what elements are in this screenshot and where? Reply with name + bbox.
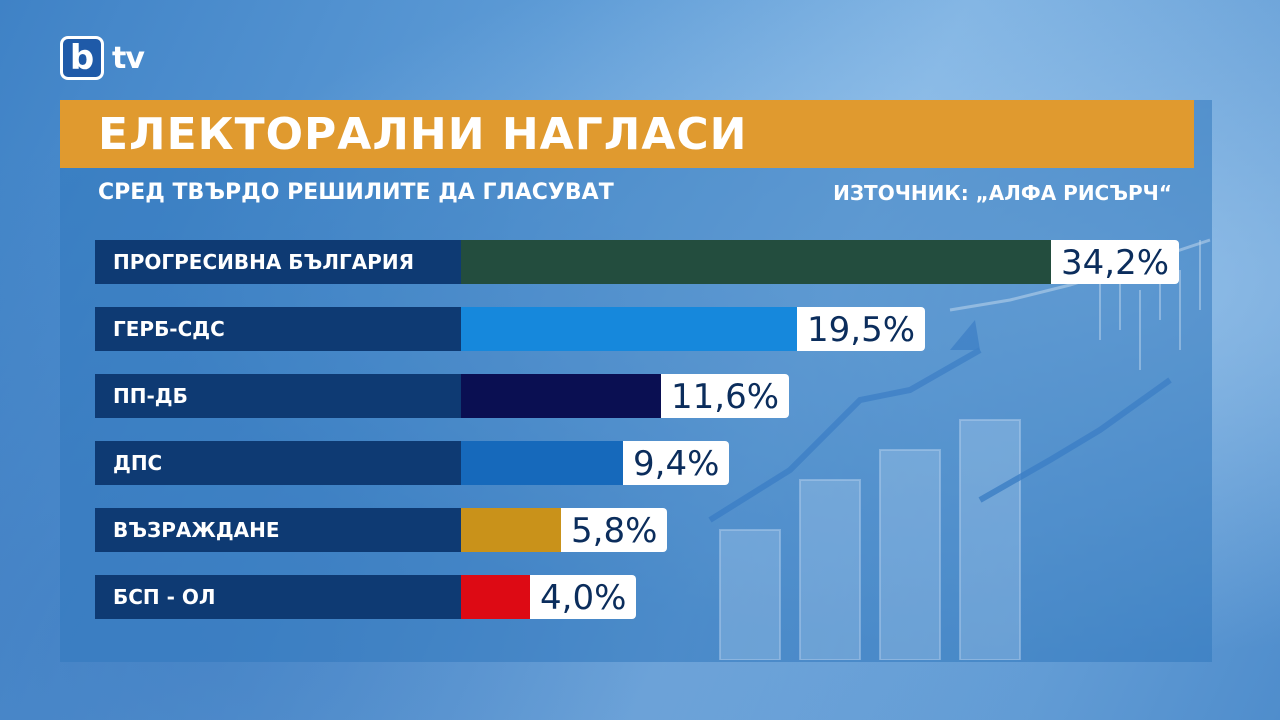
bar-category-label: ВЪЗРАЖДАНЕ: [95, 508, 461, 552]
bar-row: ПРОГРЕСИВНА БЪЛГАРИЯ 34,2%: [95, 240, 1186, 284]
bar-row: ВЪЗРАЖДАНЕ 5,8%: [95, 508, 1186, 552]
bar: [461, 374, 661, 418]
bar: [461, 508, 561, 552]
btv-logo-tv: tv: [112, 40, 145, 76]
bar-value-label: 5,8%: [561, 508, 668, 552]
btv-logo-b: b: [60, 36, 104, 80]
bar-value-label: 9,4%: [623, 441, 730, 485]
bar: [461, 240, 1051, 284]
bar-value-label: 11,6%: [661, 374, 790, 418]
bar-row: БСП - ОЛ 4,0%: [95, 575, 1186, 619]
bar-row: ПП-ДБ 11,6%: [95, 374, 1186, 418]
chart-subtitle: СРЕД ТВЪРДО РЕШИЛИТЕ ДА ГЛАСУВАТ: [98, 180, 614, 205]
bar: [461, 575, 530, 619]
bar-category-label: ГЕРБ-СДС: [95, 307, 461, 351]
bar-value-label: 34,2%: [1051, 240, 1180, 284]
bar-value-label: 19,5%: [797, 307, 926, 351]
btv-logo: b tv: [60, 36, 145, 80]
bar: [461, 441, 623, 485]
bar-category-label: ДПС: [95, 441, 461, 485]
decorative-growth-chart-graphic: [708, 238, 1211, 660]
title-bar: [60, 100, 1194, 168]
bar-row: ДПС 9,4%: [95, 441, 1186, 485]
bar-category-label: ПРОГРЕСИВНА БЪЛГАРИЯ: [95, 240, 461, 284]
source-label: ИЗТОЧНИК: „АЛФА РИСЪРЧ“: [833, 181, 1172, 205]
chart-title: ЕЛЕКТОРАЛНИ НАГЛАСИ: [98, 109, 748, 160]
bar-value-label: 4,0%: [530, 575, 637, 619]
bar-category-label: БСП - ОЛ: [95, 575, 461, 619]
bar-category-label: ПП-ДБ: [95, 374, 461, 418]
bar: [461, 307, 797, 351]
bar-row: ГЕРБ-СДС 19,5%: [95, 307, 1186, 351]
